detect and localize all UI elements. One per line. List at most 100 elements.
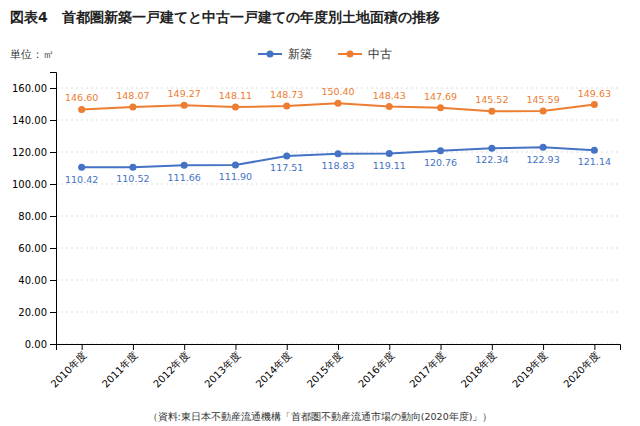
y-tick: 100.00 (12, 179, 56, 190)
x-tick: 2019年度 (510, 344, 550, 390)
data-label: 111.90 (219, 171, 252, 182)
series-marker (591, 147, 598, 154)
data-label: 122.34 (475, 154, 508, 165)
x-tick-mark (287, 344, 288, 350)
legend: 新築 中古 (258, 47, 392, 61)
grid (56, 88, 620, 344)
x-axis: 2010年度2011年度2012年度2013年度2014年度2015年度2016… (49, 344, 621, 390)
series-marker (437, 104, 444, 111)
series-marker (232, 104, 239, 111)
y-tick: 20.00 (18, 307, 56, 318)
y-tick: 60.00 (18, 243, 56, 254)
data-label: 147.69 (424, 91, 457, 102)
grid-line (56, 216, 620, 217)
x-tick-label: 2013年度 (202, 350, 242, 390)
y-tick-mark (50, 184, 56, 185)
series-marker (283, 152, 290, 159)
y-tick-label: 120.00 (12, 147, 47, 158)
series-marker (591, 101, 598, 108)
x-tick-label: 2020年度 (561, 350, 601, 390)
marks (78, 100, 598, 171)
y-tick-label: 0.00 (25, 339, 47, 350)
y-axis-line (50, 73, 57, 345)
data-labels: 110.42110.52111.66111.90117.51118.83119.… (65, 86, 611, 184)
series-marker (335, 100, 342, 107)
x-axis-line (57, 345, 621, 351)
x-tick-label: 2018年度 (459, 350, 499, 390)
legend-label: 中古 (368, 47, 392, 61)
data-label: 111.66 (168, 172, 201, 183)
data-label: 146.60 (65, 92, 98, 103)
x-tick: 2017年度 (407, 344, 447, 390)
y-tick-mark (50, 120, 56, 121)
data-label: 148.07 (116, 90, 149, 101)
x-tick-label: 2017年度 (407, 350, 447, 390)
y-tick-mark (50, 152, 56, 153)
data-label: 120.76 (424, 157, 457, 168)
y-axis-label: 単位：㎡ (10, 48, 54, 61)
y-tick-mark (50, 216, 56, 217)
series-marker (78, 164, 85, 171)
data-label: 119.11 (373, 160, 406, 171)
x-tick-label: 2016年度 (356, 350, 396, 390)
x-tick-mark (133, 344, 134, 350)
y-tick-mark (50, 312, 56, 313)
x-tick-mark (389, 344, 390, 350)
x-tick: 2020年度 (561, 344, 601, 390)
series-marker (386, 103, 393, 110)
y-tick-label: 40.00 (18, 275, 47, 286)
legend-item: 中古 (338, 47, 392, 61)
y-tick: 40.00 (18, 275, 56, 286)
y-tick: 0.00 (25, 339, 56, 350)
x-tick-mark (594, 344, 595, 350)
data-label: 148.43 (373, 90, 406, 101)
series-marker (129, 104, 136, 111)
grid-line (56, 312, 620, 313)
data-label: 117.51 (270, 162, 303, 173)
data-label: 145.52 (475, 94, 508, 105)
x-tick: 2010年度 (49, 344, 89, 390)
title: 図表4 首都圏新築一戸建てと中古一戸建ての年度別土地面積の推移 (10, 9, 440, 25)
y-tick-mark (50, 88, 56, 89)
data-label: 110.42 (65, 174, 98, 185)
y-tick-mark (50, 248, 56, 249)
legend-swatch-marker (267, 51, 274, 58)
y-tick-label: 160.00 (12, 83, 47, 94)
x-tick-mark (492, 344, 493, 350)
x-tick: 2014年度 (254, 344, 294, 390)
grid-line (56, 280, 620, 281)
x-tick: 2013年度 (202, 344, 242, 390)
series-marker (283, 103, 290, 110)
data-label: 148.11 (219, 90, 252, 101)
data-label: 148.73 (270, 89, 303, 100)
x-tick-mark (441, 344, 442, 350)
y-tick-label: 80.00 (18, 211, 47, 222)
x-tick: 2016年度 (356, 344, 396, 390)
series-marker (540, 144, 547, 151)
legend-swatch-marker (347, 51, 354, 58)
grid-line (56, 248, 620, 249)
data-label: 122.93 (526, 154, 559, 165)
x-tick-label: 2010年度 (49, 350, 89, 390)
x-tick: 2012年度 (151, 344, 191, 390)
x-tick: 2015年度 (305, 344, 345, 390)
y-axis: 0.0020.0040.0060.0080.00100.00120.00140.… (12, 73, 57, 350)
series-marker (181, 102, 188, 109)
y-tick: 160.00 (12, 83, 56, 94)
data-label: 145.59 (526, 94, 559, 105)
series-marker (129, 164, 136, 171)
annotation: （資料:東日本不動産流通機構「首都圏不動産流通市場の動向(2020年度)」） (148, 411, 493, 422)
plot-area: 0.0020.0040.0060.0080.00100.00120.00140.… (12, 73, 621, 390)
x-tick-mark (184, 344, 185, 350)
y-tick: 120.00 (12, 147, 56, 158)
x-tick-mark (543, 344, 544, 350)
series-marker (232, 161, 239, 168)
x-tick-mark (235, 344, 236, 350)
x-tick-label: 2015年度 (305, 350, 345, 390)
x-tick-mark (82, 344, 83, 350)
legend-label: 新築 (288, 47, 312, 61)
y-tick-label: 20.00 (18, 307, 47, 318)
series-marker (488, 145, 495, 152)
y-tick-mark (50, 344, 56, 345)
y-tick-label: 60.00 (18, 243, 47, 254)
